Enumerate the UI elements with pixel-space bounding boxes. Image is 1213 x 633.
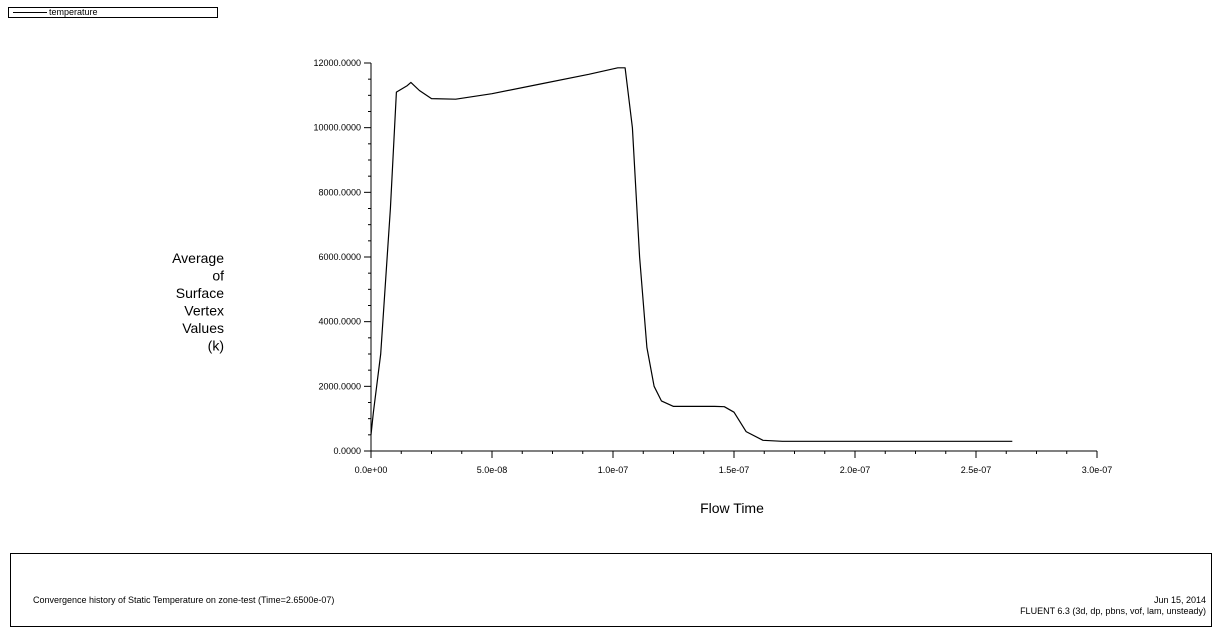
series-line-temperature — [370, 67, 1013, 442]
line-chart: 0.0000 2000.0000 4000.0000 6000.0000 8000.00… — [172, 58, 1112, 516]
ticks: 0.0000 2000.0000 4000.0000 6000.0000 8000.00… — [313, 58, 1112, 475]
y-axis-label-line: (k) — [208, 338, 224, 354]
x-tick-label: 1.5e-07 — [719, 465, 750, 475]
legend: temperature — [8, 7, 218, 18]
y-tick-label: 2000.0000 — [318, 381, 361, 391]
x-tick-label: 5.0e-08 — [477, 465, 508, 475]
y-tick-label: 12000.0000 — [313, 58, 361, 68]
x-tick-label: 0.0e+00 — [355, 465, 388, 475]
footer-date: Jun 15, 2014 — [1153, 595, 1206, 605]
y-axis-label-line: Values — [182, 320, 224, 336]
y-tick-label: 0.0000 — [333, 446, 361, 456]
footer-caption: Convergence history of Static Temperatur… — [33, 595, 335, 605]
y-axis-label-line: Surface — [176, 285, 224, 301]
y-tick-label: 4000.0000 — [318, 317, 361, 327]
x-tick-label: 2.0e-07 — [840, 465, 871, 475]
series — [370, 67, 1013, 442]
y-tick-label: 6000.0000 — [318, 252, 361, 262]
y-tick-label: 8000.0000 — [318, 187, 361, 197]
legend-swatch-temperature — [13, 12, 47, 13]
y-axis-label-line: Vertex — [184, 303, 224, 319]
y-tick-label: 10000.0000 — [313, 123, 361, 133]
x-tick-label: 2.5e-07 — [961, 465, 992, 475]
x-axis-label: Flow Time — [700, 500, 764, 516]
x-tick-label: 3.0e-07 — [1082, 465, 1113, 475]
legend-label-temperature: temperature — [49, 7, 98, 17]
axes — [370, 63, 1097, 452]
y-axis-label-line: Average — [172, 250, 224, 266]
x-tick-label: 1.0e-07 — [598, 465, 629, 475]
y-axis-label-line: of — [212, 268, 224, 284]
footer-version: FLUENT 6.3 (3d, dp, pbns, vof, lam, unst… — [1020, 606, 1206, 616]
footer-caption-box: Convergence history of Static Temperatur… — [10, 553, 1212, 627]
